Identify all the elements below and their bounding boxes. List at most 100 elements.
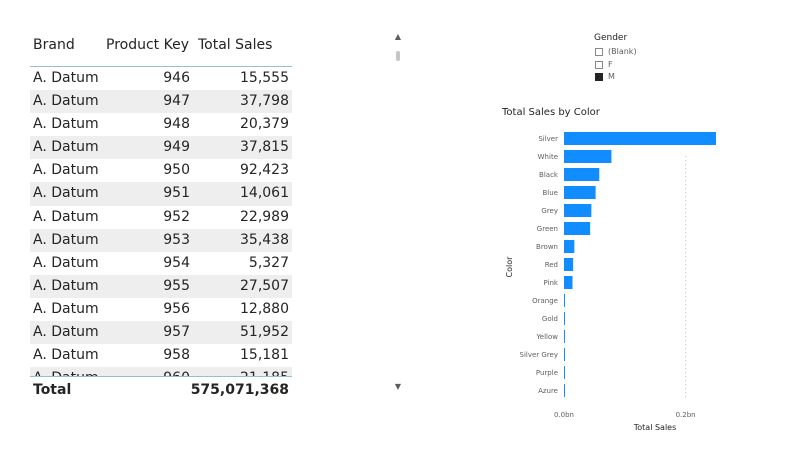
category-label: Yellow <box>535 333 558 341</box>
column-header-total-sales[interactable]: Total Sales <box>198 37 273 53</box>
bar[interactable] <box>564 294 565 307</box>
cell-brand: A. Datum <box>33 254 99 271</box>
table-row[interactable]: A. Datum 949 37,815 <box>30 136 292 160</box>
scroll-down-icon[interactable]: ▼ <box>394 382 402 391</box>
bar[interactable] <box>564 168 600 181</box>
category-label: Silver <box>538 135 558 143</box>
cell-product-key: 947 <box>163 93 190 110</box>
table-row[interactable]: A. Datum 951 14,061 <box>30 182 292 206</box>
cell-product-key: 951 <box>163 185 190 202</box>
cell-product-key: 946 <box>163 70 190 86</box>
x-tick-label: 0.2bn <box>676 411 696 419</box>
slicer-title: Gender <box>594 33 628 43</box>
cell-total-sales: 37,798 <box>240 93 289 110</box>
total-value: 575,071,368 <box>190 382 289 398</box>
cell-product-key: 956 <box>163 300 190 317</box>
cell-brand: A. Datum <box>33 185 99 202</box>
cell-total-sales: 15,555 <box>240 70 289 86</box>
cell-product-key: 957 <box>163 324 190 341</box>
slicer-option-m[interactable]: M <box>594 71 714 84</box>
table-scrollbar[interactable]: ▲ ▼ <box>394 33 402 391</box>
slicer-option-label: F <box>608 59 613 69</box>
cell-brand: A. Datum <box>33 93 99 110</box>
checkbox-icon[interactable] <box>595 60 603 69</box>
category-label: Gold <box>542 315 558 323</box>
category-label: Green <box>537 225 558 233</box>
cell-total-sales: 37,815 <box>240 139 289 156</box>
sales-table[interactable]: Brand Product Key Total Sales A. Datum 94… <box>30 26 298 406</box>
slicer-option-f[interactable]: F <box>594 59 714 72</box>
x-axis-title: Total Sales <box>633 423 677 432</box>
cell-product-key: 960 <box>163 370 190 376</box>
slicer-option-blank[interactable]: (Blank) <box>594 46 714 59</box>
table-row[interactable]: A. Datum 952 22,989 <box>30 206 292 229</box>
table-row[interactable]: A. Datum 956 12,880 <box>30 298 292 321</box>
cell-product-key: 952 <box>163 208 190 225</box>
cell-brand: A. Datum <box>33 231 99 248</box>
bar[interactable] <box>564 258 574 271</box>
cell-total-sales: 27,507 <box>240 277 289 294</box>
category-label: Red <box>545 261 558 269</box>
bar[interactable] <box>564 366 565 379</box>
table-row[interactable]: A. Datum 954 5,327 <box>30 252 292 275</box>
table-row[interactable]: A. Datum 953 35,438 <box>30 228 292 252</box>
table-row[interactable]: A. Datum 957 51,952 <box>30 321 292 345</box>
category-label: White <box>538 153 558 161</box>
category-label: Azure <box>538 387 558 395</box>
category-label: Orange <box>532 297 558 305</box>
bar[interactable] <box>564 330 565 343</box>
table-body: A. Datum 946 15,555 A. Datum 947 37,798 A. Dat… <box>30 67 292 376</box>
cell-brand: A. Datum <box>33 116 99 133</box>
category-label: Grey <box>541 207 558 215</box>
cell-product-key: 950 <box>163 162 190 179</box>
category-label: Brown <box>536 243 558 251</box>
bar[interactable] <box>564 204 592 217</box>
cell-total-sales: 35,438 <box>240 231 289 248</box>
cell-total-sales: 12,880 <box>240 300 289 317</box>
table-row[interactable]: A. Datum 947 37,798 <box>30 90 292 114</box>
column-header-brand[interactable]: Brand <box>33 37 75 53</box>
cell-total-sales: 22,989 <box>240 208 289 225</box>
bar[interactable] <box>564 132 716 145</box>
cell-total-sales: 51,952 <box>240 324 289 341</box>
table-row[interactable]: A. Datum 948 20,379 <box>30 113 292 136</box>
category-label: Pink <box>543 279 558 287</box>
bar[interactable] <box>564 240 575 253</box>
slicer-option-label: (Blank) <box>608 47 637 56</box>
cell-product-key: 948 <box>163 116 190 133</box>
bar[interactable] <box>564 186 596 199</box>
bar[interactable] <box>564 384 565 397</box>
bar[interactable] <box>564 222 591 235</box>
bar[interactable] <box>564 312 565 325</box>
column-header-product-key[interactable]: Product Key <box>106 37 189 53</box>
table-row[interactable]: A. Datum 960 21,185 <box>30 367 292 376</box>
checkbox-icon[interactable] <box>595 73 603 81</box>
total-label: Total <box>33 382 72 398</box>
cell-total-sales: 5,327 <box>248 254 289 271</box>
cell-product-key: 958 <box>163 347 190 364</box>
bar[interactable] <box>564 150 612 163</box>
bar[interactable] <box>564 276 573 289</box>
cell-product-key: 953 <box>163 231 190 248</box>
category-label: Blue <box>543 189 559 197</box>
total-sales-by-color-chart[interactable]: 0.0bn 0.2bn Silver White Black Blue Grey Green B… <box>490 120 720 440</box>
table-row[interactable]: A. Datum 946 15,555 <box>30 67 292 90</box>
cell-brand: A. Datum <box>33 277 99 294</box>
cell-total-sales: 92,423 <box>240 162 289 179</box>
cell-brand: A. Datum <box>33 162 99 179</box>
x-tick-label: 0.0bn <box>554 411 574 419</box>
bar[interactable] <box>564 348 565 361</box>
table-row[interactable]: A. Datum 950 92,423 <box>30 159 292 182</box>
cell-product-key: 949 <box>163 139 190 156</box>
scrollbar-thumb[interactable] <box>396 51 400 61</box>
scroll-up-icon[interactable]: ▲ <box>394 32 402 41</box>
cell-total-sales: 14,061 <box>240 185 289 202</box>
table-row[interactable]: A. Datum 958 15,181 <box>30 344 292 367</box>
cell-brand: A. Datum <box>33 347 99 364</box>
checkbox-icon[interactable] <box>595 48 603 56</box>
cell-brand: A. Datum <box>33 208 99 225</box>
category-label: Purple <box>536 369 558 377</box>
table-row[interactable]: A. Datum 955 27,507 <box>30 274 292 298</box>
category-label: Silver Grey <box>520 351 558 359</box>
cell-total-sales: 15,181 <box>240 347 289 364</box>
